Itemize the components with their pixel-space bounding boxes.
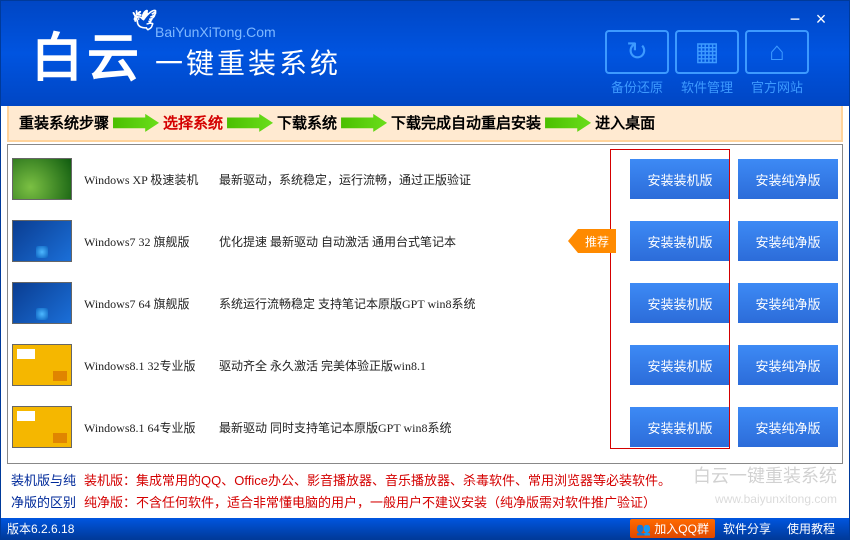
header-nav: ↻ 备份还原 ▦ 软件管理 ⌂ 官方网站 [605, 30, 809, 96]
desc-text-1: 装机版：集成常用的QQ、Office办公、影音播放器、音乐播放器、杀毒软件、常用… [84, 470, 671, 492]
grid-icon: ▦ [675, 30, 739, 74]
os-name: Windows7 64 旗舰版 [84, 295, 219, 312]
os-thumbnail [12, 220, 72, 262]
logo-subtitle: BaiYunXiTong.Com 一键重装系统 [155, 24, 341, 82]
footer: 版本6.2.6.18 👥 加入QQ群 软件分享 使用教程 [1, 518, 849, 539]
window-controls: − × [785, 9, 831, 29]
install-pure-button[interactable]: 安装纯净版 [738, 407, 838, 447]
watermark-url: www.baiyunxitong.com [715, 492, 837, 506]
os-thumbnail [12, 406, 72, 448]
logo-text: 白云 🕊 [31, 16, 143, 91]
logo-tagline: 一键重装系统 [155, 42, 341, 82]
os-thumbnail [12, 158, 72, 200]
install-pure-button[interactable]: 安装纯净版 [738, 283, 838, 323]
recommend-badge: 推荐 [578, 229, 616, 253]
step-0: 重装系统步骤 [19, 112, 109, 133]
step-3: 下载完成自动重启安装 [391, 112, 541, 133]
logo-zh-text: 白云 [31, 30, 143, 88]
install-machine-button[interactable]: 安装装机版 [630, 407, 730, 447]
app-window: 白云 🕊 BaiYunXiTong.Com 一键重装系统 − × ↻ 备份还原 ▦ 软… [0, 0, 850, 540]
qq-icon: 👥 [636, 522, 651, 536]
arrow-icon [545, 114, 591, 132]
os-thumbnail [12, 282, 72, 324]
close-button[interactable]: × [811, 9, 831, 29]
install-pure-button[interactable]: 安装纯净版 [738, 159, 838, 199]
logo-area: 白云 🕊 BaiYunXiTong.Com 一键重装系统 [1, 16, 341, 91]
os-name: Windows XP 极速装机 [84, 171, 219, 188]
install-machine-button[interactable]: 安装装机版 [630, 283, 730, 323]
footer-link-share[interactable]: 软件分享 [715, 520, 779, 537]
os-name: Windows8.1 32专业版 [84, 357, 219, 374]
system-list: Windows XP 极速装机 最新驱动，系统稳定，运行流畅，通过正版验证 安装… [7, 144, 843, 464]
nav-grid[interactable]: ▦ 软件管理 [675, 30, 739, 96]
install-machine-button[interactable]: 安装装机版 [630, 159, 730, 199]
nav-refresh[interactable]: ↻ 备份还原 [605, 30, 669, 96]
nav-label: 官方网站 [751, 77, 803, 96]
qq-label: 加入QQ群 [654, 520, 709, 537]
refresh-icon: ↻ [605, 30, 669, 74]
install-machine-button[interactable]: 安装装机版 [630, 221, 730, 261]
nav-label: 备份还原 [611, 77, 663, 96]
install-pure-button[interactable]: 安装纯净版 [738, 345, 838, 385]
desc-label-1: 装机版与纯 [11, 470, 76, 492]
os-description: 系统运行流畅稳定 支持笔记本原版GPT win8系统 [219, 295, 578, 312]
install-pure-button[interactable]: 安装纯净版 [738, 221, 838, 261]
nav-label: 软件管理 [681, 77, 733, 96]
os-name: Windows8.1 64专业版 [84, 419, 219, 436]
desc-label-2: 净版的区别 [11, 492, 76, 514]
os-description: 优化提速 最新驱动 自动激活 通用台式笔记本 [219, 233, 578, 250]
system-row: Windows8.1 32专业版 驱动齐全 永久激活 完美体验正版win8.1 … [12, 335, 838, 395]
home-icon: ⌂ [745, 30, 809, 74]
system-row: Windows7 64 旗舰版 系统运行流畅稳定 支持笔记本原版GPT win8… [12, 273, 838, 333]
arrow-icon [227, 114, 273, 132]
os-description: 最新驱动 同时支持笔记本原版GPT win8系统 [219, 419, 578, 436]
desc-row-1: 装机版与纯 装机版：集成常用的QQ、Office办公、影音播放器、音乐播放器、杀… [11, 470, 839, 492]
system-row: Windows7 32 旗舰版 优化提速 最新驱动 自动激活 通用台式笔记本 推… [12, 211, 838, 271]
version-label: 版本6.2.6.18 [7, 520, 630, 537]
content: Windows XP 极速装机 最新驱动，系统稳定，运行流畅，通过正版验证 安装… [1, 142, 849, 518]
arrow-icon [113, 114, 159, 132]
os-name: Windows7 32 旗舰版 [84, 233, 219, 250]
minimize-button[interactable]: − [785, 9, 805, 29]
step-4: 进入桌面 [595, 112, 655, 133]
nav-home[interactable]: ⌂ 官方网站 [745, 30, 809, 96]
arrow-icon [341, 114, 387, 132]
os-description: 驱动齐全 永久激活 完美体验正版win8.1 [219, 357, 578, 374]
header: 白云 🕊 BaiYunXiTong.Com 一键重装系统 − × ↻ 备份还原 ▦ 软… [1, 1, 849, 106]
steps-bar: 重装系统步骤 选择系统 下载系统 下载完成自动重启安装 进入桌面 [7, 104, 843, 142]
os-description: 最新驱动，系统稳定，运行流畅，通过正版验证 [219, 171, 578, 188]
system-row: Windows8.1 64专业版 最新驱动 同时支持笔记本原版GPT win8系… [12, 397, 838, 457]
system-row: Windows XP 极速装机 最新驱动，系统稳定，运行流畅，通过正版验证 安装… [12, 149, 838, 209]
desc-text-2: 纯净版：不含任何软件，适合非常懂电脑的用户，一般用户不建议安装（纯净版需对软件推… [84, 492, 656, 514]
install-machine-button[interactable]: 安装装机版 [630, 345, 730, 385]
qq-group-button[interactable]: 👥 加入QQ群 [630, 519, 715, 538]
step-2: 下载系统 [277, 112, 337, 133]
os-thumbnail [12, 344, 72, 386]
footer-link-tutorial[interactable]: 使用教程 [779, 520, 843, 537]
logo-url: BaiYunXiTong.Com [155, 24, 341, 40]
bird-icon: 🕊 [132, 8, 161, 33]
step-1: 选择系统 [163, 112, 223, 133]
